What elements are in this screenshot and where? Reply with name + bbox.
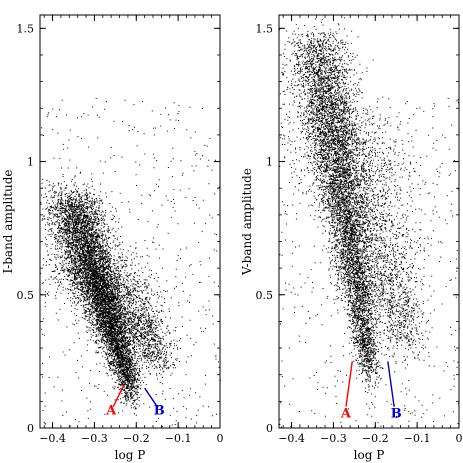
y-tick-label: 1 (266, 156, 273, 169)
right-scatter-points (279, 17, 460, 429)
marker-a-line (345, 361, 353, 407)
y-tick-label: 0.5 (17, 289, 35, 302)
marker-a-label: A (340, 406, 352, 421)
marker-b-label: B (154, 404, 165, 419)
scatter-point-cloud (279, 17, 460, 429)
right-y-axis-label: V-band amplitude (240, 168, 254, 276)
left-scatter-points (40, 97, 221, 429)
x-tick-label: 0 (217, 432, 224, 445)
left-x-axis-label: log P (115, 448, 146, 462)
left-plot-frame (39, 14, 221, 429)
x-tick-label: −0.3 (320, 432, 347, 445)
left-ticks (40, 15, 221, 429)
x-tick-label: −0.3 (81, 432, 108, 445)
right-x-axis-label: log P (354, 448, 385, 462)
marker-a-line (112, 385, 125, 407)
x-tick-label: −0.2 (362, 432, 389, 445)
x-tick-label: −0.4 (278, 432, 305, 445)
y-tick-label: 0.5 (256, 289, 274, 302)
x-tick-label: −0.1 (404, 432, 431, 445)
x-tick-label: −0.2 (123, 432, 150, 445)
y-tick-label: 1.5 (256, 22, 274, 35)
right-tick-labels: −0.4 −0.3 −0.2 −0.1 0 0 0.5 1 1.5 (256, 22, 463, 445)
marker-b-label: B (391, 406, 402, 421)
scatter-point-cloud (40, 97, 221, 429)
y-tick-label: 1.5 (17, 22, 35, 35)
y-tick-label: 0 (27, 422, 34, 435)
marker-b-line (387, 361, 395, 407)
right-ticks (279, 15, 460, 429)
left-y-axis-label: I-band amplitude (1, 169, 15, 273)
y-tick-label: 1 (27, 156, 34, 169)
marker-b-line (144, 387, 158, 408)
x-tick-label: 0 (456, 432, 463, 445)
right-plot-frame (278, 14, 460, 429)
x-tick-label: −0.1 (165, 432, 192, 445)
marker-a-label: A (105, 404, 117, 419)
y-tick-label: 0 (266, 422, 273, 435)
x-tick-label: −0.4 (39, 432, 66, 445)
left-tick-labels: −0.4 −0.3 −0.2 −0.1 0 0 0.5 1 1.5 (17, 22, 224, 445)
